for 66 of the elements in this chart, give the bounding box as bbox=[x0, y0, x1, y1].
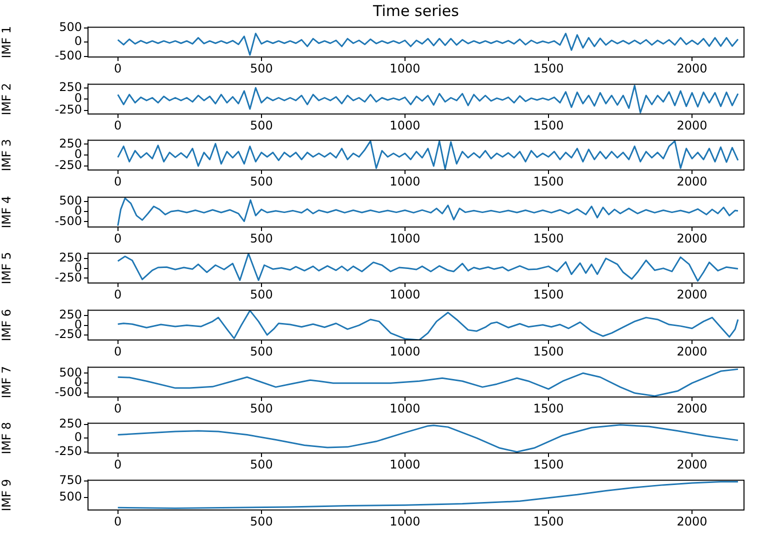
x-tick-label: 500 bbox=[250, 458, 273, 472]
x-tick-label: 1000 bbox=[390, 174, 420, 189]
x-tick-label: 0 bbox=[114, 118, 122, 132]
x-tick-label: 2000 bbox=[676, 400, 708, 415]
x-tick-label: 0 bbox=[114, 288, 122, 302]
x-tick-label: 1000 bbox=[390, 514, 420, 528]
y-axis-title: IMF 4 bbox=[0, 196, 14, 228]
x-tick-label: 0 bbox=[114, 344, 122, 358]
x-tick-label: 500 bbox=[250, 118, 273, 132]
x-tick-label: 500 bbox=[250, 344, 273, 358]
x-tick-label: 2000 bbox=[676, 344, 708, 358]
y-axis-title: IMF 6 bbox=[0, 308, 14, 342]
x-tick-label: 1500 bbox=[533, 400, 564, 415]
y-axis-title: IMF 2 bbox=[0, 82, 14, 115]
y-axis-title: IMF 8 bbox=[0, 422, 14, 454]
x-tick-label: 500 bbox=[250, 61, 273, 76]
x-tick-label: 0 bbox=[114, 400, 122, 415]
y-tick-label: -250 bbox=[54, 270, 82, 285]
x-tick-label: 2000 bbox=[676, 118, 708, 132]
x-tick-label: 500 bbox=[250, 288, 273, 302]
x-tick-label: 1000 bbox=[390, 400, 420, 415]
y-tick-label: -500 bbox=[54, 48, 82, 63]
x-tick-label: 2000 bbox=[676, 174, 708, 189]
x-tick-label: 1500 bbox=[533, 118, 564, 132]
y-tick-label: 0 bbox=[74, 430, 82, 444]
y-axis-title: IMF 3 bbox=[0, 139, 14, 172]
x-tick-label: 500 bbox=[250, 174, 273, 189]
x-tick-label: 0 bbox=[114, 174, 122, 189]
x-tick-label: 0 bbox=[114, 61, 122, 76]
x-tick-label: 1000 bbox=[390, 288, 420, 302]
x-tick-label: 0 bbox=[114, 514, 122, 528]
x-tick-label: 1000 bbox=[390, 231, 420, 246]
y-tick-label: -500 bbox=[54, 214, 82, 228]
x-tick-label: 2000 bbox=[676, 288, 708, 302]
y-tick-label: 0 bbox=[74, 34, 82, 48]
x-tick-label: 1000 bbox=[390, 458, 420, 472]
y-tick-label: 500 bbox=[59, 20, 82, 34]
x-tick-label: 1500 bbox=[533, 231, 564, 246]
x-tick-label: 1500 bbox=[533, 458, 564, 472]
y-tick-label: -250 bbox=[54, 444, 82, 458]
y-axis-title: IMF 9 bbox=[0, 478, 14, 512]
x-tick-label: 1500 bbox=[533, 174, 564, 189]
x-tick-label: 1000 bbox=[390, 118, 420, 132]
y-axis-title: IMF 1 bbox=[0, 26, 14, 58]
x-tick-label: 1500 bbox=[533, 514, 564, 528]
y-axis-title: IMF 7 bbox=[0, 366, 14, 398]
y-axis-title: IMF 5 bbox=[0, 252, 14, 285]
y-tick-label: 500 bbox=[59, 489, 82, 504]
x-tick-label: 1500 bbox=[533, 344, 564, 358]
x-tick-label: 1000 bbox=[390, 61, 420, 76]
y-tick-label: 750 bbox=[59, 472, 82, 487]
y-tick-label: 250 bbox=[59, 416, 82, 431]
x-tick-label: 500 bbox=[250, 400, 273, 415]
x-tick-label: 500 bbox=[250, 231, 273, 246]
y-tick-label: -250 bbox=[54, 102, 82, 116]
x-tick-label: 2000 bbox=[676, 231, 708, 246]
x-tick-label: 1500 bbox=[533, 288, 564, 302]
x-tick-label: 0 bbox=[114, 231, 122, 246]
x-tick-label: 2000 bbox=[676, 458, 708, 472]
x-tick-label: 2000 bbox=[676, 61, 708, 76]
x-tick-label: 500 bbox=[250, 514, 273, 528]
x-tick-label: 0 bbox=[114, 458, 122, 472]
x-tick-label: 1500 bbox=[533, 61, 564, 76]
x-tick-label: 2000 bbox=[676, 514, 708, 528]
x-tick-label: 1000 bbox=[390, 344, 420, 358]
chart-title: Time series bbox=[372, 2, 460, 20]
